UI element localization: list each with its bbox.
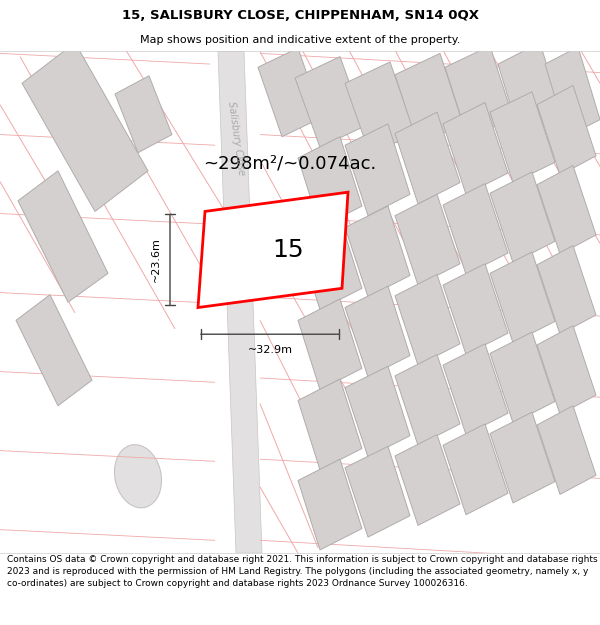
Polygon shape [443, 264, 508, 354]
Polygon shape [395, 53, 463, 145]
Polygon shape [298, 137, 362, 228]
Polygon shape [298, 379, 362, 470]
Text: Map shows position and indicative extent of the property.: Map shows position and indicative extent… [140, 35, 460, 45]
Polygon shape [395, 194, 460, 285]
Polygon shape [258, 48, 322, 137]
Polygon shape [395, 434, 460, 526]
Polygon shape [443, 424, 508, 514]
Polygon shape [115, 76, 172, 152]
Polygon shape [490, 172, 555, 262]
Text: Salisbury Close: Salisbury Close [226, 101, 246, 176]
Polygon shape [395, 354, 460, 445]
Polygon shape [443, 184, 508, 274]
Polygon shape [345, 62, 415, 155]
Polygon shape [537, 86, 596, 175]
Text: ~32.9m: ~32.9m [248, 345, 293, 355]
Polygon shape [445, 46, 513, 139]
Ellipse shape [115, 444, 161, 508]
Text: ~23.6m: ~23.6m [151, 237, 161, 282]
Polygon shape [490, 92, 555, 182]
Polygon shape [345, 366, 410, 457]
Polygon shape [345, 124, 410, 216]
Polygon shape [443, 344, 508, 434]
Polygon shape [295, 57, 365, 148]
Polygon shape [298, 459, 362, 550]
Text: 15: 15 [272, 238, 304, 262]
Text: ~298m²/~0.074ac.: ~298m²/~0.074ac. [203, 154, 377, 173]
Polygon shape [537, 246, 596, 334]
Polygon shape [443, 102, 508, 194]
Polygon shape [218, 51, 262, 553]
Polygon shape [345, 206, 410, 297]
Polygon shape [298, 299, 362, 390]
Polygon shape [490, 332, 555, 423]
Polygon shape [537, 326, 596, 414]
Polygon shape [345, 286, 410, 377]
Polygon shape [18, 171, 108, 302]
Polygon shape [298, 219, 362, 309]
Polygon shape [395, 112, 460, 204]
Polygon shape [537, 166, 596, 254]
Polygon shape [345, 446, 410, 537]
Polygon shape [545, 47, 600, 137]
Polygon shape [22, 42, 148, 211]
Text: Contains OS data © Crown copyright and database right 2021. This information is : Contains OS data © Crown copyright and d… [7, 555, 598, 588]
Polygon shape [198, 192, 348, 308]
Polygon shape [537, 406, 596, 494]
Polygon shape [16, 295, 92, 406]
Polygon shape [490, 412, 555, 503]
Polygon shape [395, 274, 460, 365]
Text: 15, SALISBURY CLOSE, CHIPPENHAM, SN14 0QX: 15, SALISBURY CLOSE, CHIPPENHAM, SN14 0Q… [121, 9, 479, 22]
Polygon shape [490, 252, 555, 343]
Polygon shape [498, 42, 562, 137]
